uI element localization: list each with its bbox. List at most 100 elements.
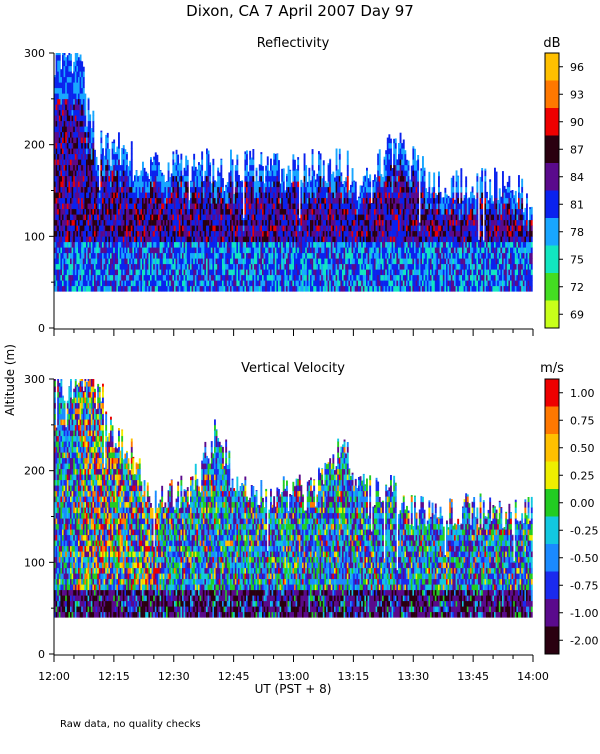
- data-cell: [329, 165, 331, 171]
- data-cell: [241, 198, 243, 204]
- data-cell: [131, 148, 133, 154]
- data-cell: [107, 137, 109, 143]
- data-cell: [209, 162, 211, 165]
- data-cell: [320, 165, 322, 171]
- data-cell: [320, 154, 322, 160]
- data-cell: [241, 203, 243, 209]
- data-cell: [168, 162, 170, 165]
- data-cell: [92, 143, 94, 149]
- data-cell: [70, 55, 72, 61]
- data-cell: [212, 170, 214, 176]
- data-cell: [88, 104, 90, 110]
- data-cell: [246, 150, 248, 154]
- data-cell: [160, 170, 162, 171]
- data-cell: [118, 154, 120, 160]
- data-cell: [92, 137, 94, 143]
- data-cell: [220, 170, 222, 176]
- data-cell: [131, 141, 133, 143]
- data-cell: [180, 159, 182, 165]
- data-cell: [297, 192, 299, 198]
- data-cell: [278, 170, 280, 176]
- data-cell: [76, 53, 78, 55]
- data-cell: [292, 154, 294, 159]
- data-cell: [187, 165, 189, 171]
- data-cell: [347, 159, 349, 165]
- data-cell: [366, 170, 368, 176]
- data-cell: [355, 182, 357, 188]
- data-cell: [92, 111, 94, 116]
- data-cell: [201, 165, 203, 171]
- data-cell: [300, 180, 302, 182]
- data-cell: [193, 154, 195, 160]
- data-cell: [118, 148, 120, 154]
- data-cell: [180, 154, 182, 160]
- data-cell: [100, 143, 102, 149]
- data-cell: [180, 165, 182, 171]
- data-cell: [187, 160, 189, 165]
- data-cell: [59, 60, 61, 66]
- data-cell: [283, 168, 285, 170]
- data-cell: [232, 176, 234, 182]
- colorbar-units-reflectivity: dB: [543, 36, 560, 51]
- data-cell: [168, 165, 170, 171]
- data-cell: [89, 114, 91, 115]
- data-cell: [252, 176, 254, 182]
- data-cell: [108, 149, 110, 154]
- data-cell: [163, 176, 165, 182]
- data-cell: [252, 154, 254, 160]
- data-cell: [88, 99, 90, 105]
- data-cell: [96, 157, 98, 160]
- data-cell: [270, 159, 272, 165]
- data-cell: [100, 132, 102, 138]
- data-cell: [308, 168, 310, 171]
- data-cell: [236, 155, 238, 160]
- data-cell: [366, 168, 368, 171]
- data-cell: [155, 152, 157, 154]
- data-cell: [102, 148, 104, 154]
- data-cell: [177, 155, 179, 160]
- data-cell: [323, 176, 325, 182]
- data-cell: [230, 150, 232, 155]
- data-cell: [180, 170, 182, 176]
- data-cell: [289, 170, 291, 171]
- data-cell: [80, 55, 82, 61]
- data-cell: [201, 176, 203, 182]
- data-cell: [83, 88, 85, 94]
- data-cell: [339, 159, 341, 165]
- data-cell: [84, 115, 86, 121]
- data-cell: [59, 55, 61, 61]
- data-cell: [320, 170, 322, 176]
- data-cell: [100, 137, 102, 143]
- data-cell: [222, 181, 224, 187]
- data-cell: [308, 170, 310, 176]
- data-cell: [123, 145, 125, 149]
- data-cell: [150, 157, 152, 160]
- data-cell: [136, 170, 138, 176]
- data-cell: [212, 165, 214, 171]
- data-cell: [270, 159, 272, 160]
- data-cell: [276, 154, 278, 160]
- data-cell: [312, 165, 314, 171]
- data-cell: [252, 170, 254, 176]
- data-cell: [222, 178, 224, 182]
- data-cell: [230, 154, 232, 160]
- data-cell: [193, 159, 195, 165]
- data-cell: [220, 159, 222, 165]
- data-cell: [297, 176, 299, 182]
- data-cell: [126, 152, 128, 154]
- data-cell: [118, 143, 120, 149]
- data-cell: [84, 99, 86, 105]
- data-cell: [64, 53, 66, 55]
- data-cell: [289, 170, 291, 176]
- data-cell: [187, 192, 189, 198]
- data-cell: [83, 71, 85, 77]
- data-cell: [232, 181, 234, 187]
- data-cell: [305, 170, 307, 176]
- data-cell: [347, 181, 349, 187]
- data-cell: [323, 165, 325, 171]
- data-cell: [249, 151, 251, 154]
- data-cell: [232, 159, 234, 165]
- data-cell: [156, 155, 158, 160]
- data-cell: [92, 126, 94, 132]
- data-cell: [84, 94, 86, 100]
